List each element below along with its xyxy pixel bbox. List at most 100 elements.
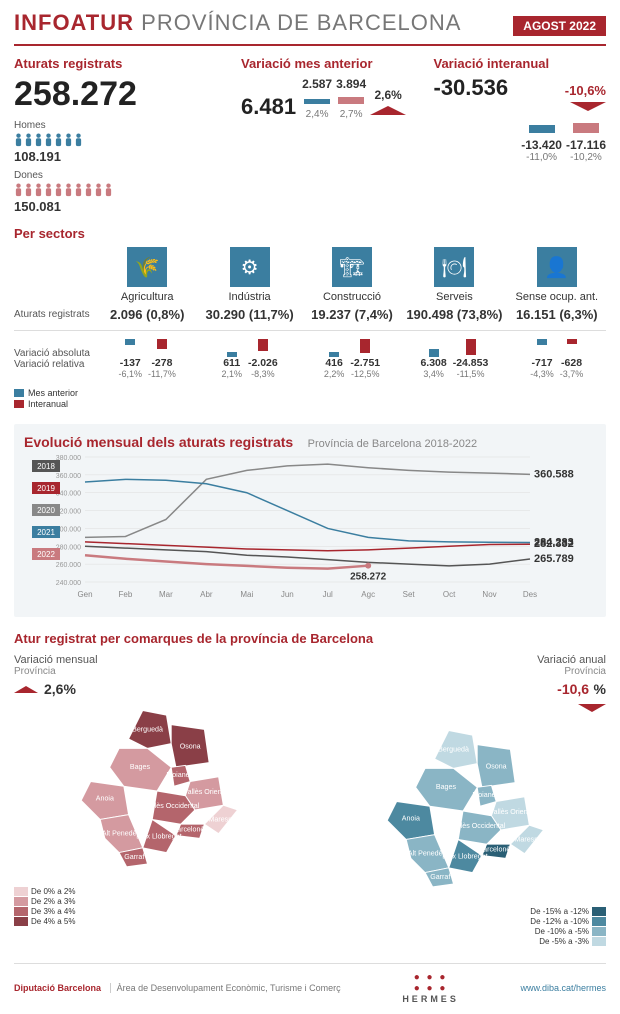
sector-icon: 🌾 [127, 247, 167, 287]
varany-label: Variació interanual [434, 56, 607, 71]
svg-text:Oct: Oct [443, 590, 456, 599]
svg-text:Abr: Abr [200, 590, 213, 599]
aturats-value: 258.272 [14, 75, 221, 114]
varmes-sub2-pct: 2,7% [336, 109, 366, 120]
varany-sub1-val: -13.420 [521, 138, 562, 152]
svg-text:Vallès Oriental: Vallès Oriental [489, 808, 535, 816]
homes-block: Homes 108.191 [14, 120, 221, 164]
title-grey: PROVÍNCIA DE BARCELONA [141, 10, 461, 35]
svg-text:260.000: 260.000 [56, 562, 81, 569]
sector-value: 30.290 (11,7%) [200, 307, 298, 322]
svg-text:Berguedà: Berguedà [132, 725, 163, 733]
svg-text:Vallès Occidental: Vallès Occidental [451, 822, 506, 830]
sector-value: 19.237 (7,4%) [303, 307, 401, 322]
svg-text:Moianès: Moianès [166, 771, 193, 779]
sector-variation: 4162,2% -2.751-12,5% [303, 339, 401, 379]
sectors-label: Per sectors [14, 226, 606, 241]
arrow-up-icon [370, 106, 406, 115]
maps-title: Atur registrat per comarques de la proví… [14, 631, 606, 646]
varmes-value: 6.481 [241, 94, 296, 120]
dones-value: 150.081 [14, 199, 221, 214]
footer-url: www.diba.cat/hermes [520, 983, 606, 993]
sector-value: 2.096 (0,8%) [98, 307, 196, 322]
dones-label: Dones [14, 170, 221, 181]
map-monthly-sublabel: Província [14, 666, 300, 677]
svg-text:Garraf: Garraf [430, 873, 450, 881]
header-rule [14, 44, 606, 46]
hermes-text: HERMES [402, 994, 459, 1004]
sector-name: Indústria [200, 291, 298, 303]
svg-text:265.789: 265.789 [534, 553, 574, 565]
svg-text:240.000: 240.000 [56, 580, 81, 587]
varany-sub1-pct: -11,0% [521, 152, 562, 163]
svg-text:Feb: Feb [119, 590, 133, 599]
svg-text:Anoia: Anoia [402, 814, 420, 822]
varany-pct: -10,6% [565, 83, 606, 98]
svg-text:Jul: Jul [323, 590, 333, 599]
svg-text:Jun: Jun [281, 590, 294, 599]
svg-text:Gen: Gen [77, 590, 92, 599]
svg-text:Agc: Agc [361, 590, 375, 599]
svg-text:Vallès Occidental: Vallès Occidental [145, 802, 200, 810]
map-annual-pct-unit: % [594, 681, 606, 697]
varmes-pct: 2,6% [370, 88, 406, 102]
footer-left2: Barcelona [58, 983, 102, 993]
varany-bar-dones [573, 123, 599, 133]
dones-block: Dones 150.081 [14, 170, 221, 214]
svg-text:Osona: Osona [180, 742, 201, 750]
map-monthly-legend: De 0% a 2%De 2% a 3%De 3% a 4%De 4% a 5% [14, 887, 300, 926]
title-red: INFOATUR [14, 10, 134, 35]
map-annual-pct: -10,6 [557, 681, 589, 697]
sectors-legend: Mes anterior Interanual [14, 387, 94, 410]
sectors-grid: 🌾Agricultura⚙Indústria🏗Construcció🍽Serve… [14, 247, 606, 410]
homes-icons [14, 133, 221, 147]
svg-text:2020: 2020 [37, 506, 55, 515]
sector-variation: -717-4,3% -628-3,7% [508, 339, 606, 379]
varany-sub2-pct: -10,2% [566, 152, 606, 163]
svg-text:Bages: Bages [130, 763, 151, 771]
maps-section: Atur registrat per comarques de la proví… [14, 631, 606, 947]
varmes-sub2-val: 3.894 [336, 77, 366, 91]
svg-text:Bages: Bages [436, 783, 457, 791]
svg-text:Des: Des [523, 590, 537, 599]
sector-name: Construcció [303, 291, 401, 303]
svg-text:Set: Set [403, 590, 416, 599]
svg-text:2018: 2018 [37, 462, 55, 471]
varmes-bar-dones [338, 97, 364, 104]
svg-text:258.272: 258.272 [350, 572, 387, 583]
sector-name: Agricultura [98, 291, 196, 303]
sector-icon: ⚙ [230, 247, 270, 287]
header: INFOATUR PROVÍNCIA DE BARCELONA AGOST 20… [14, 10, 606, 36]
sector-name: Sense ocup. ant. [508, 291, 606, 303]
svg-text:2021: 2021 [37, 528, 55, 537]
svg-text:Vallès Oriental: Vallès Oriental [183, 788, 229, 796]
varany-bar-homes [529, 125, 555, 133]
dones-icons [14, 183, 221, 197]
svg-text:360.588: 360.588 [534, 468, 574, 480]
svg-text:Mar: Mar [159, 590, 173, 599]
footer: Diputació Barcelona Àrea de Desenvolupam… [14, 963, 606, 1004]
map-monthly-svg: Berguedà Osona Bages Moianès Vallès Oriental… [14, 701, 300, 881]
svg-text:Berguedà: Berguedà [438, 745, 469, 753]
varmes-bar-mes [304, 99, 330, 104]
sector-value: 16.151 (6,3%) [508, 307, 606, 322]
varany-value: -30.536 [434, 75, 509, 101]
date-badge: AGOST 2022 [513, 16, 606, 36]
map-annual-sublabel: Província [320, 666, 606, 677]
map-monthly-pct: 2,6% [44, 681, 76, 697]
svg-text:Anoia: Anoia [96, 794, 114, 802]
svg-text:282.332: 282.332 [534, 538, 574, 550]
varmes-label: Variació mes anterior [241, 56, 414, 71]
svg-text:Baix Llobregat: Baix Llobregat [442, 852, 487, 860]
svg-text:Nov: Nov [482, 590, 496, 599]
svg-text:Maresme: Maresme [209, 815, 239, 823]
evolution-box: Evolució mensual dels aturats registrats… [14, 424, 606, 617]
evolution-title: Evolució mensual dels aturats registrats [24, 434, 293, 450]
evolution-subtitle: Província de Barcelona 2018-2022 [308, 438, 477, 450]
svg-text:2022: 2022 [37, 550, 55, 559]
row-label-var: Variació absolutaVariació relativa [14, 348, 94, 370]
sector-icon: 🏗 [332, 247, 372, 287]
sector-icon: 🍽 [434, 247, 474, 287]
evolution-chart: 380.000360.000340.000320.000300.000280.0… [24, 452, 596, 602]
homes-value: 108.191 [14, 149, 221, 164]
